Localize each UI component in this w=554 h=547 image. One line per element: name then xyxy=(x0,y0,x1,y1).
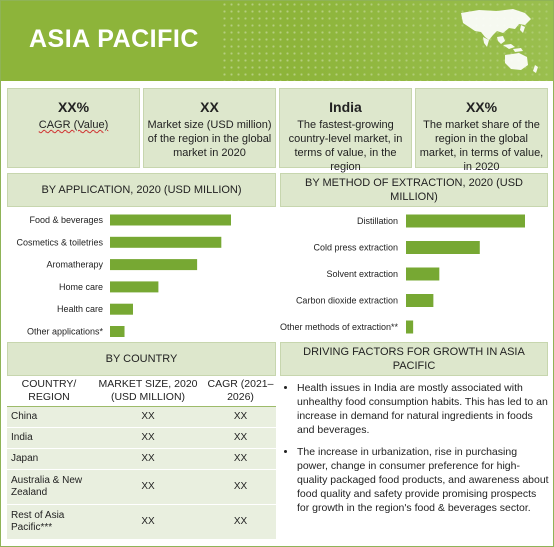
country-table-wrap: COUNTRY/ REGION MARKET SIZE, 2020 (USD M… xyxy=(7,376,276,540)
stat-cagr-value: XX% xyxy=(57,99,90,115)
section-header-country: BY COUNTRY xyxy=(7,342,276,376)
section-header-extraction: BY METHOD OF EXTRACTION, 2020 (USD MILLI… xyxy=(280,173,548,207)
category-label: Health care xyxy=(57,304,103,314)
stat-cagr-label: CAGR (Value) xyxy=(38,119,109,131)
stat-cagr: XX% CAGR (Value) xyxy=(7,88,140,168)
market-size-cell: XX xyxy=(141,432,155,443)
bar xyxy=(406,214,525,228)
bar xyxy=(110,259,198,271)
country-cell: Rest of Asia Pacific*** xyxy=(11,510,65,533)
stat-market-size: XX Market size (USD million) of the regi… xyxy=(143,88,276,168)
table-row: Rest of Asia Pacific*** XX XX xyxy=(7,504,276,540)
country-cell: China xyxy=(11,411,38,422)
driving-factors-list: Health issues in India are mostly associ… xyxy=(285,381,549,515)
extraction-chart: Distillation Cold press extraction Solvent… xyxy=(280,207,548,341)
country-table: COUNTRY/ REGION MARKET SIZE, 2020 (USD M… xyxy=(7,376,276,540)
cagr-cell: XX xyxy=(233,516,248,527)
market-size-cell: XX xyxy=(141,516,155,527)
bar xyxy=(406,267,440,281)
title-banner: ASIA PACIFIC xyxy=(1,1,553,81)
driving-factor-item: Health issues in India are mostly associ… xyxy=(297,381,549,437)
category-label: Cold press extraction xyxy=(313,243,398,253)
extraction-bar-chart: Distillation Cold press extraction Solvent… xyxy=(280,214,525,334)
cagr-cell: XX xyxy=(233,481,248,492)
category-label: Solvent extraction xyxy=(326,269,398,279)
market-size-cell: XX xyxy=(141,481,155,492)
section-header-application: BY APPLICATION, 2020 (USD MILLION) xyxy=(7,173,276,207)
cagr-cell: XX xyxy=(233,453,248,464)
category-label: Aromatherapy xyxy=(46,260,103,270)
bar xyxy=(110,326,125,337)
asia-pacific-map-icon xyxy=(461,9,538,73)
bar xyxy=(406,241,480,254)
market-size-cell: XX xyxy=(141,453,155,464)
table-row: China XX XX xyxy=(7,406,276,428)
table-row: India XX XX xyxy=(7,427,276,449)
stat-market-share: XX% The market share of the region in th… xyxy=(415,88,548,173)
table-row: Australia & New Zealand XX XX xyxy=(7,469,276,505)
section-header-drivers: DRIVING FACTORS FOR GROWTH IN ASIA PACIF… xyxy=(280,342,548,376)
col-header-market-size: MARKET SIZE, 2020 (USD MILLION) xyxy=(98,378,198,403)
table-row: Japan XX XX xyxy=(7,448,276,470)
cagr-cell: XX xyxy=(233,432,248,443)
category-label: Other methods of extraction** xyxy=(280,322,398,332)
table-header-row: COUNTRY/ REGION MARKET SIZE, 2020 (USD M… xyxy=(7,376,276,407)
col-header-cagr: CAGR (2021–2026) xyxy=(207,378,274,403)
category-label: Food & beverages xyxy=(29,215,103,225)
stat-market-share-value: XX% xyxy=(465,99,498,115)
category-label: Other applications* xyxy=(27,327,104,337)
application-bar-chart: Food & beverages Cosmetics & toiletries Ar… xyxy=(16,214,231,337)
country-cell: Japan xyxy=(11,453,39,464)
col-header-country: COUNTRY/ REGION xyxy=(21,378,77,403)
market-size-cell: XX xyxy=(141,411,155,422)
bar xyxy=(406,320,414,334)
category-label: Distillation xyxy=(357,216,398,226)
cagr-cell: XX xyxy=(233,411,248,422)
application-chart: Food & beverages Cosmetics & toiletries Ar… xyxy=(7,207,276,341)
stat-fastest-growing-value: India xyxy=(329,99,362,115)
category-label: Cosmetics & toiletries xyxy=(16,237,103,247)
driving-factors: Health issues in India are mostly associ… xyxy=(285,381,549,523)
stat-fastest-growing: India The fastest-growing country-level … xyxy=(279,88,412,173)
bar xyxy=(110,214,231,226)
bar xyxy=(110,236,222,248)
page-title: ASIA PACIFIC xyxy=(29,25,199,53)
stat-fastest-growing-label: The fastest-growing country-level market… xyxy=(288,119,403,173)
bar xyxy=(110,303,133,315)
stat-market-size-label: Market size (USD million) of the region … xyxy=(147,119,272,159)
category-label: Home care xyxy=(59,282,103,292)
key-stats-row: XX% CAGR (Value) XX Market size (USD mil… xyxy=(7,88,548,173)
bar xyxy=(406,294,434,307)
country-cell: Australia & New Zealand xyxy=(11,475,83,498)
country-cell: India xyxy=(11,432,33,443)
category-label: Carbon dioxide extraction xyxy=(296,296,398,306)
stat-market-size-value: XX xyxy=(200,99,219,115)
stat-market-share-label: The market share of the region in the gl… xyxy=(419,119,544,173)
bar xyxy=(110,281,159,293)
driving-factor-item: The increase in urbanization, rise in pu… xyxy=(297,445,549,515)
